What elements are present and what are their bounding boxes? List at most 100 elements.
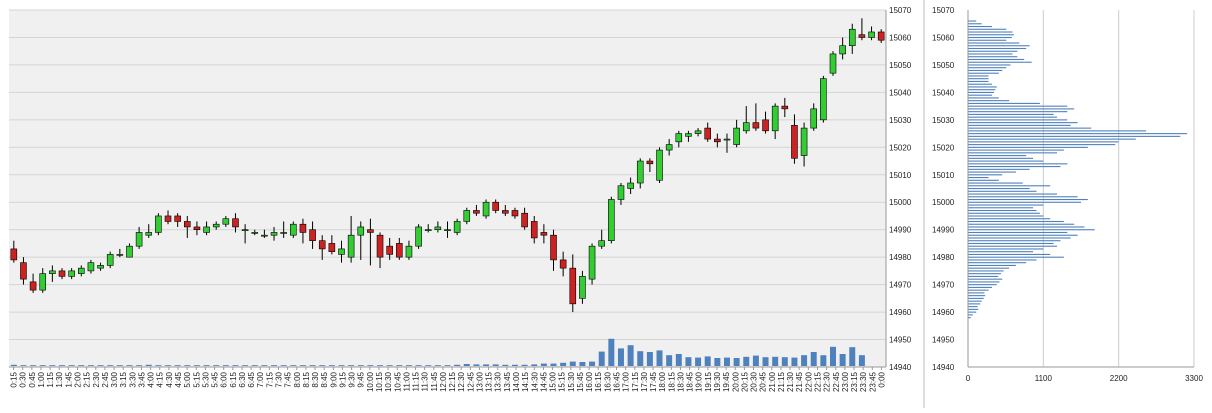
profile-bar bbox=[968, 56, 1018, 58]
candle bbox=[126, 245, 133, 258]
x-tick-label: 10:00 bbox=[366, 371, 375, 392]
profile-bar bbox=[968, 113, 1054, 115]
x-tick-label: 15:30 bbox=[567, 371, 576, 392]
volume-bar bbox=[656, 350, 663, 366]
profile-bar bbox=[968, 34, 1014, 36]
volume-bar bbox=[165, 365, 172, 366]
candle bbox=[752, 122, 760, 129]
x-tick-label: 7:00 bbox=[256, 371, 265, 387]
x-tick-label: 4:15 bbox=[156, 371, 165, 387]
candle bbox=[829, 53, 837, 74]
volume-bar bbox=[251, 365, 258, 366]
profile-bar bbox=[968, 83, 992, 85]
x-tick-label: 18:15 bbox=[667, 371, 676, 392]
candle bbox=[424, 229, 432, 231]
volume-bar bbox=[617, 348, 624, 366]
volume-bar bbox=[483, 364, 490, 366]
candle bbox=[135, 232, 143, 247]
profile-bar bbox=[968, 223, 1075, 225]
x-tick-label: 7:30 bbox=[274, 371, 283, 387]
x-tick-label: 7:15 bbox=[265, 371, 274, 387]
x-tick-label: 4:30 bbox=[165, 371, 174, 387]
x-tick-label: 15:45 bbox=[576, 371, 585, 392]
candle bbox=[203, 226, 210, 233]
x-tick-label: 18:30 bbox=[676, 371, 685, 392]
candle bbox=[800, 127, 808, 156]
volume-bar bbox=[666, 355, 673, 366]
profile-bar bbox=[968, 286, 992, 288]
x-tick-label: 19:00 bbox=[695, 371, 704, 392]
profile-bar bbox=[968, 212, 1040, 214]
x-tick-label: 22:15 bbox=[813, 371, 822, 392]
x-tick-label: 8:30 bbox=[311, 371, 320, 387]
volume-bar bbox=[743, 356, 750, 366]
profile-bar bbox=[968, 152, 1058, 154]
profile-bar bbox=[968, 201, 1081, 203]
volume-bar bbox=[425, 365, 432, 366]
candle bbox=[357, 226, 365, 236]
y-tick-label: 14990 bbox=[889, 226, 912, 235]
y-tick-label: 15030 bbox=[889, 116, 912, 125]
x-tick-label: 1:00 bbox=[37, 371, 46, 387]
x-tick-label: 11:00 bbox=[402, 371, 411, 391]
profile-bar bbox=[968, 78, 989, 80]
profile-bar bbox=[968, 86, 997, 88]
candle bbox=[367, 229, 374, 233]
volume-bar bbox=[136, 365, 143, 366]
candle bbox=[791, 125, 798, 159]
candle bbox=[569, 267, 577, 305]
x-tick-label: 10:30 bbox=[384, 371, 393, 392]
profile-bar bbox=[968, 292, 985, 294]
profile-bar bbox=[968, 50, 1018, 52]
profile-bar bbox=[968, 108, 1075, 110]
candle bbox=[116, 254, 124, 256]
volume-bar bbox=[396, 365, 403, 366]
x-tick-label: 12:15 bbox=[448, 371, 457, 392]
x-tick-label: 14:00 bbox=[512, 371, 521, 392]
x-tick-label: 6:30 bbox=[238, 371, 247, 387]
x-tick-label: 4:45 bbox=[174, 371, 183, 387]
candle bbox=[10, 248, 18, 261]
profile-bar bbox=[968, 234, 1078, 236]
volume-bar bbox=[232, 365, 239, 366]
y-tick-label: 15070 bbox=[889, 6, 912, 15]
candle bbox=[97, 265, 104, 269]
volume-bar bbox=[733, 358, 740, 366]
volume-bar bbox=[338, 365, 345, 366]
candle bbox=[685, 133, 692, 137]
profile-bar bbox=[968, 166, 1061, 168]
candle bbox=[106, 254, 114, 266]
profile-bar bbox=[968, 190, 1037, 192]
candle bbox=[492, 201, 499, 211]
candle bbox=[858, 34, 866, 38]
candle bbox=[184, 221, 191, 228]
candle bbox=[309, 229, 316, 241]
volume-bar bbox=[415, 365, 422, 366]
candle bbox=[868, 31, 875, 38]
profile-bar bbox=[968, 130, 1147, 132]
candle bbox=[588, 245, 596, 280]
profile-bar bbox=[968, 146, 1088, 148]
profile-bar bbox=[968, 61, 1032, 63]
volume-bar bbox=[511, 364, 518, 366]
x-tick-label: 23:15 bbox=[850, 371, 859, 392]
volume-bar bbox=[646, 352, 653, 366]
profile-bar bbox=[968, 196, 1078, 198]
profile-bar bbox=[968, 226, 1085, 228]
y-tick-label: 15000 bbox=[932, 198, 955, 207]
x-tick-label: 2200 bbox=[1110, 374, 1128, 383]
volume-bar bbox=[261, 365, 268, 366]
profile-bar bbox=[968, 141, 1119, 143]
profile-bar bbox=[968, 259, 1037, 261]
profile-bar bbox=[968, 144, 1116, 146]
x-tick-label: 19:45 bbox=[722, 371, 731, 392]
profile-bar bbox=[968, 248, 1044, 250]
x-tick-label: 15:00 bbox=[549, 371, 558, 392]
volume-bar bbox=[540, 363, 547, 366]
profile-bar bbox=[968, 138, 1136, 140]
volume-bar bbox=[637, 351, 644, 366]
candle bbox=[482, 201, 490, 217]
x-tick-label: 7:45 bbox=[284, 371, 293, 387]
x-tick-label: 1:30 bbox=[55, 371, 64, 387]
